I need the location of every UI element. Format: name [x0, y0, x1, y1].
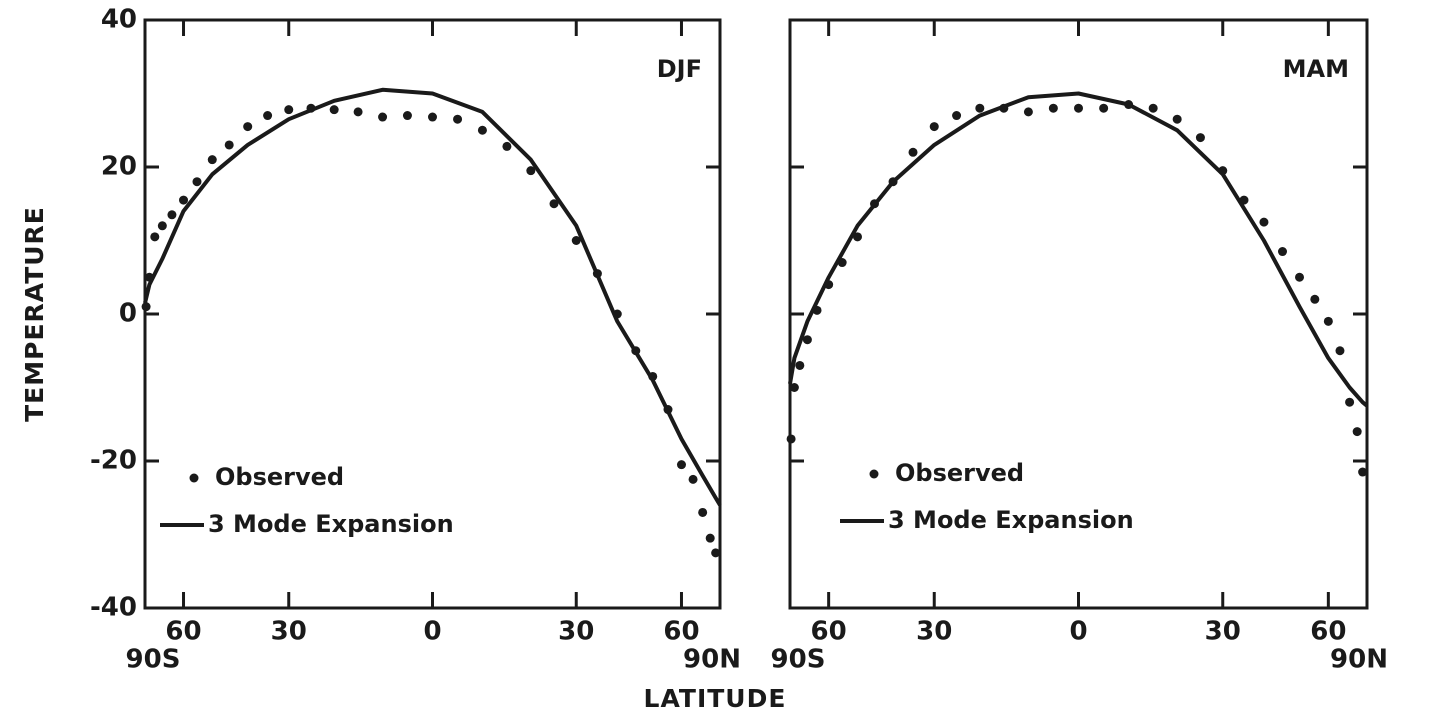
observed-point: [789, 383, 799, 392]
x-tick-label: 60: [165, 617, 201, 647]
observed-point: [1278, 247, 1288, 257]
observed-point: [1099, 103, 1109, 113]
panel-label: MAM: [1283, 55, 1349, 83]
legend-label: Observed: [215, 463, 344, 491]
legend-label: 3 Mode Expansion: [888, 506, 1134, 534]
y-tick-label: 0: [119, 299, 137, 329]
observed-point: [179, 195, 189, 205]
observed-point: [1148, 103, 1158, 113]
observed-point: [150, 232, 160, 242]
observed-point: [1023, 107, 1033, 117]
observed-point: [402, 111, 412, 121]
observed-point: [549, 199, 559, 209]
x-tick-label: 90N: [683, 645, 741, 675]
observed-point: [329, 105, 339, 115]
observed-point: [1335, 346, 1345, 356]
observed-point: [1352, 427, 1362, 437]
observed-point: [908, 147, 918, 157]
observed-point: [1259, 217, 1269, 227]
observed-point: [207, 155, 217, 165]
observed-point: [224, 140, 234, 150]
model-curve: [788, 91, 1369, 408]
x-tick-label: 30: [1205, 617, 1241, 647]
panel-label: DJF: [657, 55, 702, 83]
y-tick-label: -20: [90, 446, 137, 476]
y-tick-label: 20: [101, 152, 137, 182]
observed-point: [141, 302, 151, 312]
x-tick-label: 90N: [1330, 645, 1388, 675]
observed-point: [676, 460, 686, 470]
legend-marker: [869, 469, 879, 479]
observed-point: [929, 122, 939, 132]
x-tick-label: 60: [811, 617, 847, 647]
observed-point: [353, 107, 363, 117]
observed-point: [453, 114, 463, 124]
observed-point: [428, 112, 437, 122]
x-tick-label: 30: [558, 617, 594, 647]
y-axis-label: TEMPERATURE: [20, 206, 49, 422]
observed-point: [1358, 467, 1368, 477]
observed-point: [571, 236, 581, 245]
observed-point: [477, 125, 487, 135]
observed-point: [1074, 103, 1083, 113]
x-axis-label: LATITUDE: [644, 684, 787, 713]
observed-point: [852, 232, 862, 242]
y-tick-label: -40: [90, 593, 137, 623]
observed-point: [157, 221, 167, 231]
model-curve: [143, 87, 722, 507]
observed-point: [952, 111, 962, 121]
observed-point: [698, 507, 708, 517]
legend-label: Observed: [895, 459, 1024, 487]
observed-point: [167, 210, 177, 220]
observed-point: [795, 360, 805, 370]
observed-point: [1323, 316, 1333, 326]
observed-point: [378, 112, 388, 122]
observed-point: [1172, 114, 1182, 124]
observed-point: [1048, 103, 1058, 113]
observed-point: [1345, 397, 1355, 407]
observed-point: [1295, 272, 1305, 282]
legend-marker: [189, 473, 199, 483]
observed-point: [688, 474, 698, 484]
observed-point: [192, 177, 202, 187]
observed-point: [975, 103, 985, 113]
x-tick-label: 0: [423, 617, 441, 647]
observed-point: [284, 105, 294, 115]
observed-point: [1310, 294, 1320, 304]
observed-point: [802, 335, 812, 345]
observed-point: [711, 548, 721, 558]
observed-point: [502, 141, 512, 151]
observed-point: [243, 122, 253, 132]
x-tick-label: 30: [916, 617, 952, 647]
y-tick-label: 40: [101, 5, 137, 35]
observed-point: [1195, 133, 1205, 143]
observed-point: [526, 166, 536, 176]
x-tick-label: 60: [663, 617, 699, 647]
x-tick-label: 90S: [126, 645, 181, 675]
x-tick-label: 30: [271, 617, 307, 647]
x-tick-label: 60: [1310, 617, 1346, 647]
observed-point: [786, 434, 796, 444]
legend-label: 3 Mode Expansion: [208, 510, 454, 538]
x-tick-label: 90S: [771, 645, 826, 675]
x-tick-label: 0: [1069, 617, 1087, 647]
observed-point: [263, 111, 273, 121]
observed-point: [705, 533, 715, 543]
